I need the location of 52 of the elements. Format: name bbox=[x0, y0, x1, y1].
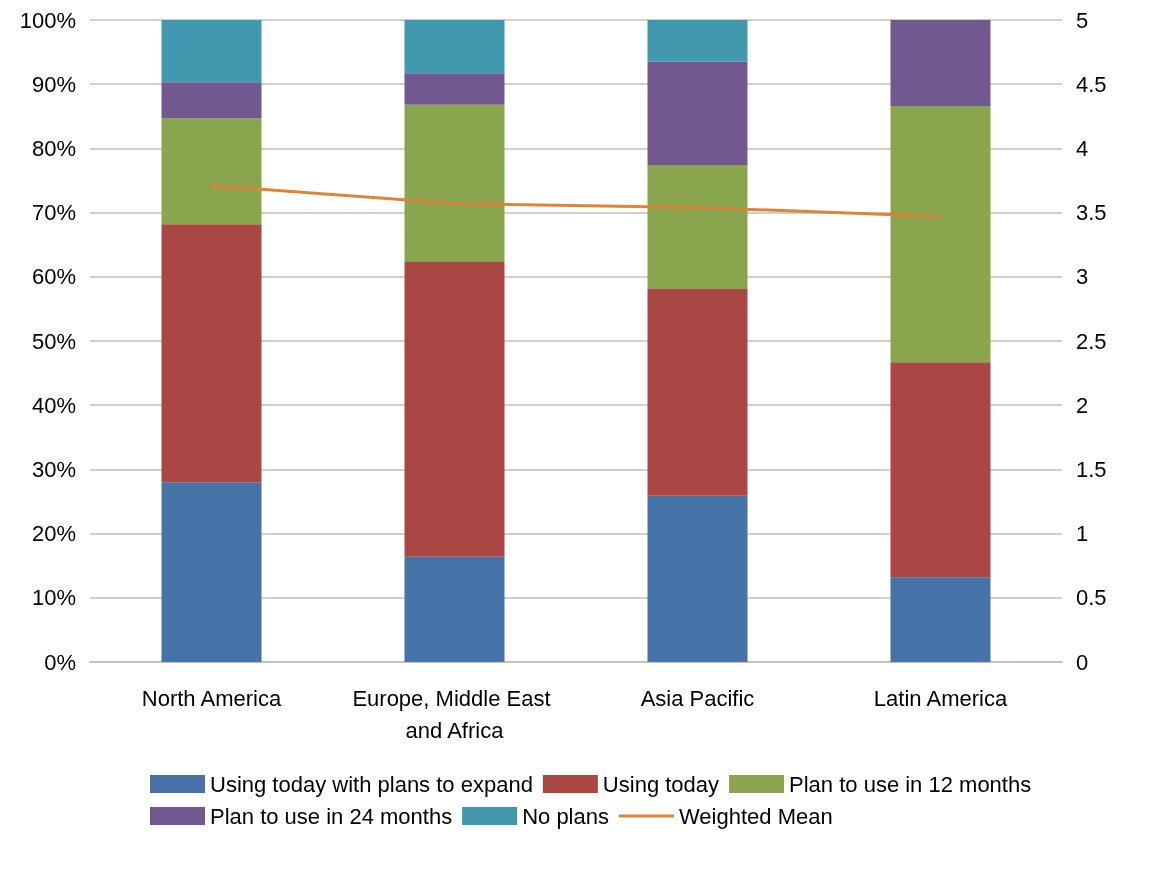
bar bbox=[161, 20, 262, 83]
bar bbox=[647, 61, 748, 166]
bar bbox=[161, 224, 262, 483]
y2-tick-label: 3 bbox=[1076, 264, 1089, 290]
y-tick-label: 10% bbox=[31, 585, 76, 611]
bar bbox=[161, 482, 262, 662]
legend-label: Plan to use in 12 months bbox=[789, 771, 1032, 797]
y-tick-label: 70% bbox=[31, 200, 76, 226]
x-tick-label: Asia Pacific bbox=[640, 685, 755, 711]
y2-tick-label: 3.5 bbox=[1076, 200, 1107, 226]
y2-tick-label: 4.5 bbox=[1076, 71, 1107, 97]
x-tick-label: Latin America bbox=[873, 685, 1008, 711]
x-tick-label: North America bbox=[141, 685, 282, 711]
legend-label: No plans bbox=[522, 803, 609, 829]
bar bbox=[890, 106, 991, 363]
bar bbox=[647, 165, 748, 289]
bar bbox=[890, 577, 991, 662]
bar bbox=[404, 262, 505, 557]
y2-tick-label: 4 bbox=[1076, 135, 1089, 161]
y2-tick-label: 2.5 bbox=[1076, 328, 1107, 354]
y-tick-label: 40% bbox=[31, 392, 76, 418]
bar bbox=[647, 289, 748, 496]
bar bbox=[404, 20, 505, 74]
legend-label: Using today bbox=[602, 771, 720, 797]
y-tick-label: 20% bbox=[31, 521, 76, 547]
bar bbox=[404, 556, 505, 662]
bar bbox=[161, 82, 262, 119]
line-series bbox=[210, 184, 942, 218]
y-tick-label: 100% bbox=[19, 7, 76, 33]
y2-tick-label: 5 bbox=[1076, 7, 1089, 33]
y2-tick-label: 1.5 bbox=[1076, 456, 1107, 482]
bar bbox=[404, 73, 505, 105]
bar bbox=[890, 20, 991, 107]
y-tick-label: 60% bbox=[31, 264, 76, 290]
bar bbox=[890, 362, 991, 578]
bar bbox=[647, 495, 748, 662]
bar bbox=[404, 104, 505, 263]
y2-tick-label: 1 bbox=[1076, 521, 1089, 547]
legend-label: Weighted Mean bbox=[678, 803, 833, 829]
x-tick-label: Europe, Middle East and Africa bbox=[352, 685, 557, 743]
y-tick-label: 80% bbox=[31, 135, 76, 161]
bar bbox=[647, 20, 748, 62]
y-tick-label: 0% bbox=[44, 649, 76, 675]
y-tick-label: 30% bbox=[31, 456, 76, 482]
y-tick-label: 50% bbox=[31, 328, 76, 354]
y2-tick-label: 0 bbox=[1076, 649, 1089, 675]
y2-tick-label: 2 bbox=[1076, 392, 1089, 418]
legend-label: Plan to use in 24 months bbox=[210, 803, 453, 829]
bar bbox=[161, 118, 262, 225]
legend-label: Using today with plans to expand bbox=[210, 771, 533, 797]
y-tick-label: 90% bbox=[31, 71, 76, 97]
y2-tick-label: 0.5 bbox=[1076, 585, 1107, 611]
